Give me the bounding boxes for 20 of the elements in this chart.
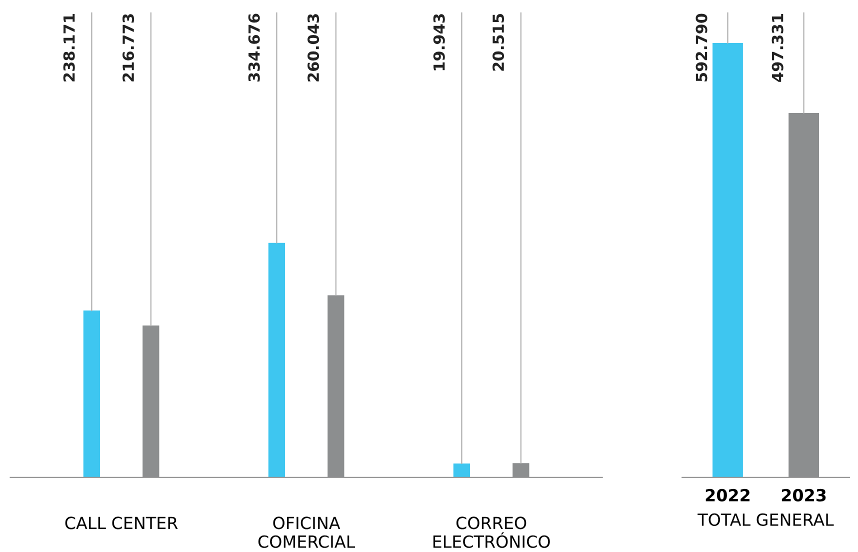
- data-label: 238.171: [63, 14, 75, 82]
- bar: [328, 295, 344, 478]
- data-label: 19.943: [433, 14, 445, 70]
- x-tick-label: CALL CENTER: [65, 516, 178, 530]
- bar: [453, 464, 470, 478]
- bar: [512, 463, 530, 478]
- data-label: 20.515: [492, 14, 504, 71]
- data-label: 260.043: [308, 14, 320, 82]
- x-tick-label: OFICINA COMERCIAL: [258, 516, 356, 548]
- bar: [83, 310, 100, 478]
- data-label: 216.773: [122, 14, 134, 82]
- data-label: 497.331: [772, 14, 784, 82]
- x-tick-label: 2022: [706, 488, 750, 502]
- x-tick-label: 2023: [782, 488, 826, 502]
- bar: [142, 326, 160, 478]
- x-tick-label: CORREO ELECTRÓNICO: [433, 516, 550, 548]
- data-label: 592.790: [696, 14, 708, 82]
- x-axis-title: TOTAL GENERAL: [698, 513, 834, 526]
- bar: [268, 242, 286, 478]
- data-label: 334.676: [248, 14, 260, 82]
